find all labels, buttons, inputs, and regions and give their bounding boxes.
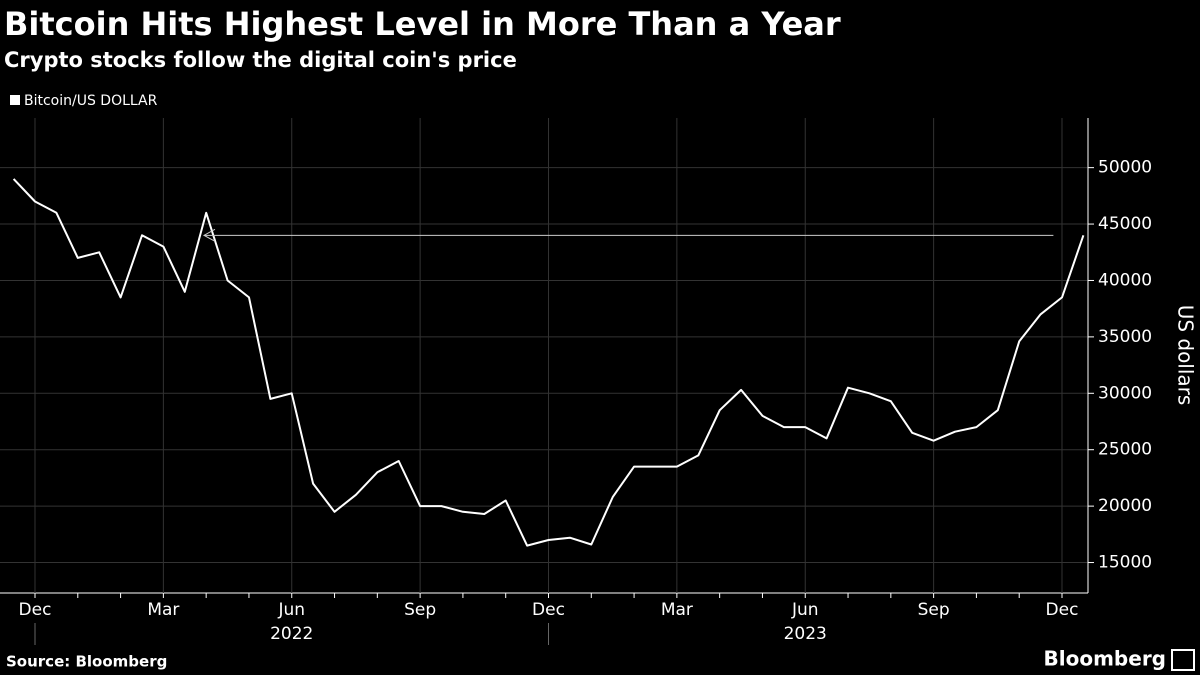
y-tick-label: 40000 [1098, 270, 1152, 290]
price-line [12, 178, 1085, 547]
x-tick-label: Dec [1046, 600, 1079, 620]
y-tick-label: 25000 [1098, 440, 1152, 460]
chart-title: Bitcoin Hits Highest Level in More Than … [4, 5, 841, 43]
y-tick-label: 50000 [1098, 158, 1152, 178]
arrow-head [202, 228, 216, 242]
x-tick-label: Mar [147, 600, 179, 620]
x-tick-label: Mar [661, 600, 693, 620]
x-tick-label: Dec [532, 600, 565, 620]
x-tick-label: Sep [918, 600, 950, 620]
x-group-label: 2022 [270, 624, 313, 644]
chart-subtitle: Crypto stocks follow the digital coin's … [4, 48, 517, 72]
x-tick-label: Jun [277, 600, 305, 620]
y-tick-label: 15000 [1098, 553, 1152, 573]
x-tick-label: Dec [19, 600, 52, 620]
legend-swatch [10, 95, 20, 105]
x-group-label: 2023 [784, 624, 827, 644]
brand-logo [1171, 649, 1195, 671]
brand: Bloomberg [1044, 647, 1166, 671]
legend-label: Bitcoin/US DOLLAR [24, 93, 158, 109]
y-tick-label: 35000 [1098, 327, 1152, 347]
x-tick-label: Jun [791, 600, 819, 620]
y-tick-label: 30000 [1098, 383, 1152, 403]
y-tick-label: 20000 [1098, 496, 1152, 516]
y-axis-label: US dollars [1174, 305, 1198, 406]
source: Source: Bloomberg [6, 653, 167, 671]
y-tick-label: 45000 [1098, 214, 1152, 234]
x-tick-label: Sep [404, 600, 436, 620]
